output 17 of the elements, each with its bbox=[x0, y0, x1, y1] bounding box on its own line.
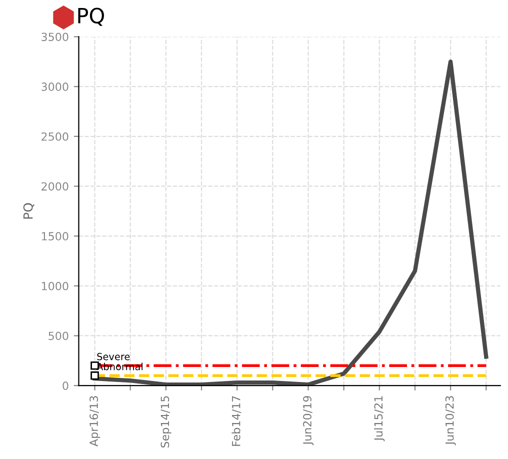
y-tick-label: 2500 bbox=[42, 132, 68, 141]
x-tick-label: Apr16/13 bbox=[90, 396, 100, 446]
x-tick-label: Jul15/21 bbox=[374, 396, 385, 442]
y-tick-label: 500 bbox=[48, 332, 68, 340]
x-tick-label: Sep14/15 bbox=[160, 396, 172, 448]
x-tick-label: Feb14/17 bbox=[232, 396, 242, 446]
ref-line-label: Severe bbox=[97, 352, 130, 360]
x-tick-label: Jun20/19 bbox=[303, 396, 314, 446]
y-tick-label: 0 bbox=[62, 382, 68, 390]
y-axis-title: PQ bbox=[23, 203, 34, 219]
y-tick-label: 3000 bbox=[42, 82, 68, 91]
y-tick-label: 3500 bbox=[42, 32, 68, 42]
y-tick-label: 1000 bbox=[42, 282, 68, 290]
chart-title: PQ bbox=[78, 8, 104, 26]
x-tick-label: Jun10/23 bbox=[445, 396, 456, 446]
y-tick-label: 2000 bbox=[42, 182, 68, 191]
y-tick-label: 1500 bbox=[42, 232, 68, 240]
